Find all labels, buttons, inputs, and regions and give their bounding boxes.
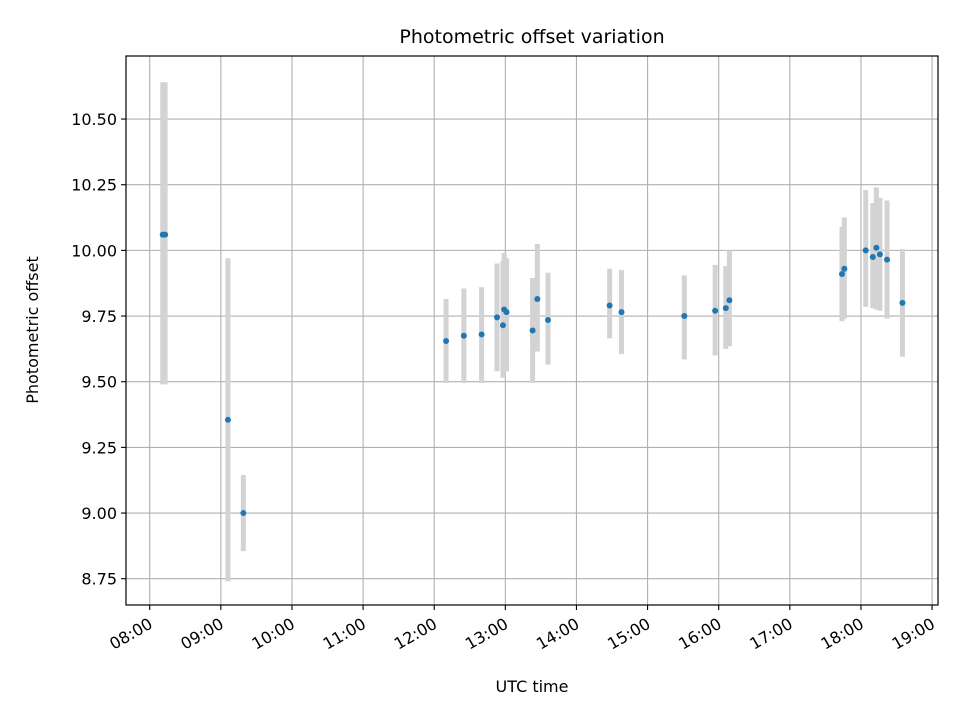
- data-point: [722, 305, 729, 312]
- data-point: [460, 332, 467, 339]
- data-point: [606, 302, 613, 309]
- x-axis-label: UTC time: [496, 677, 569, 696]
- data-point: [838, 271, 845, 278]
- data-point: [884, 256, 891, 263]
- y-tick-label: 10.50: [71, 110, 117, 129]
- y-tick-label: 10.00: [71, 241, 117, 260]
- y-tick-label: 9.75: [81, 307, 117, 326]
- data-point: [873, 244, 880, 251]
- grid: [126, 56, 938, 605]
- data-point: [712, 307, 719, 314]
- plot-frame: [125, 55, 939, 606]
- data-point: [841, 265, 848, 272]
- chart-title: Photometric offset variation: [399, 26, 664, 48]
- data-point: [545, 316, 552, 323]
- data-point: [162, 231, 169, 238]
- data-point: [862, 247, 869, 254]
- data-point: [869, 253, 876, 260]
- data-point: [529, 327, 536, 334]
- data-point: [503, 309, 510, 316]
- y-tick-label: 10.25: [71, 176, 117, 195]
- y-tick-label: 9.00: [81, 504, 117, 523]
- data-points: [159, 231, 906, 517]
- data-point: [478, 331, 485, 338]
- data-point: [240, 510, 247, 517]
- y-tick-label: 8.75: [81, 570, 117, 589]
- data-point: [224, 416, 231, 423]
- data-point: [876, 251, 883, 258]
- data-point: [443, 338, 450, 345]
- y-axis: 8.75 9.00 9.25 9.50 9.75 10.00 10.25 10.50: [71, 110, 126, 589]
- data-point: [899, 299, 906, 306]
- y-tick-label: 9.25: [81, 438, 117, 457]
- y-axis-label: Photometric offset: [23, 256, 42, 404]
- data-point: [618, 309, 625, 316]
- y-tick-label: 9.50: [81, 373, 117, 392]
- data-point: [534, 295, 541, 302]
- data-point: [726, 297, 733, 304]
- data-point: [494, 314, 501, 321]
- data-point: [499, 322, 506, 329]
- data-point: [681, 313, 688, 320]
